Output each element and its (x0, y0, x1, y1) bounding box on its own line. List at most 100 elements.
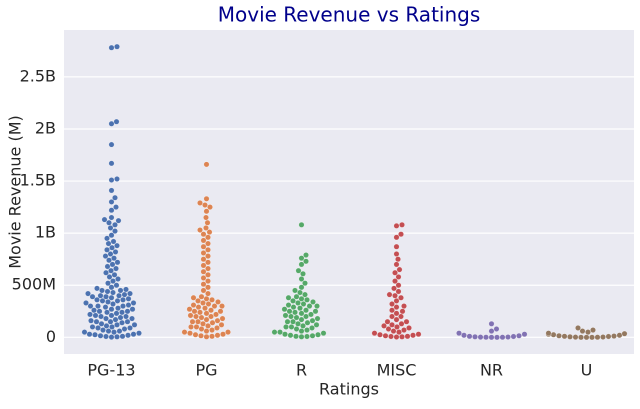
data-point (213, 311, 219, 318)
data-point (396, 266, 403, 273)
data-point (200, 237, 207, 244)
data-point (96, 308, 103, 315)
data-point (103, 293, 109, 300)
data-point (129, 306, 136, 313)
data-point (101, 216, 108, 223)
data-point (399, 221, 405, 228)
data-point (208, 307, 214, 314)
data-point (395, 282, 402, 289)
data-point (381, 323, 387, 329)
data-point (298, 316, 305, 323)
data-point (204, 219, 211, 226)
data-point (214, 317, 221, 324)
x-tick-label: U (581, 361, 593, 380)
data-point (282, 312, 289, 319)
data-point (110, 278, 116, 284)
data-point (298, 295, 305, 302)
data-point (312, 308, 319, 315)
data-point (203, 316, 210, 323)
data-point (284, 318, 291, 325)
data-point (556, 332, 562, 339)
data-point (208, 313, 214, 320)
data-point (401, 303, 407, 309)
data-point (205, 265, 211, 272)
data-point (125, 295, 132, 302)
data-point (298, 284, 305, 291)
data-point (579, 328, 586, 334)
data-point (398, 313, 404, 320)
data-point (398, 231, 404, 238)
data-point (116, 328, 123, 334)
data-point (116, 292, 122, 299)
data-point (589, 334, 595, 341)
data-point (100, 327, 106, 333)
data-point (108, 177, 115, 183)
data-point (119, 309, 125, 316)
data-point (119, 319, 125, 326)
data-point (181, 329, 188, 335)
data-point (205, 253, 211, 259)
data-point (308, 311, 314, 318)
data-point (93, 318, 100, 325)
data-point (85, 290, 91, 297)
data-point (390, 328, 397, 334)
data-point (108, 312, 115, 319)
data-point (108, 141, 115, 148)
data-point (493, 326, 500, 332)
data-point (205, 240, 211, 247)
data-point (488, 334, 495, 341)
data-point (545, 330, 552, 337)
data-point (198, 293, 205, 300)
data-point (399, 308, 406, 315)
data-point (406, 325, 412, 331)
data-point (386, 291, 393, 298)
data-point (107, 251, 114, 257)
data-point (123, 286, 129, 293)
data-point (285, 302, 292, 308)
data-point (561, 333, 568, 340)
data-point (298, 221, 305, 228)
data-point (127, 325, 133, 331)
data-point (300, 270, 306, 277)
data-point (127, 290, 133, 297)
data-point (130, 331, 137, 338)
data-point (108, 294, 115, 301)
data-point (112, 221, 118, 228)
data-point (303, 307, 309, 314)
data-point (102, 304, 109, 310)
data-point (271, 329, 278, 335)
data-point (209, 327, 215, 333)
data-point (304, 296, 310, 303)
data-point (190, 294, 197, 301)
x-tick-label: MISC (377, 361, 417, 380)
data-point (398, 320, 405, 327)
data-point (115, 217, 122, 224)
data-point (103, 315, 109, 322)
data-point (292, 287, 298, 294)
data-point (114, 298, 121, 304)
data-point (393, 310, 400, 317)
data-point (115, 276, 121, 282)
data-point (290, 298, 296, 304)
data-point (113, 265, 119, 272)
data-point (95, 303, 101, 309)
data-point (371, 330, 378, 337)
data-point (187, 330, 193, 337)
data-point (104, 263, 111, 270)
data-point (298, 255, 305, 262)
data-point (106, 274, 113, 280)
data-point (293, 326, 300, 332)
data-point (283, 324, 289, 330)
data-point (200, 262, 207, 269)
data-point (200, 281, 207, 288)
data-point (205, 234, 211, 241)
data-point (550, 331, 557, 338)
data-point (200, 275, 207, 281)
data-point (303, 258, 309, 265)
data-point (193, 324, 200, 330)
data-point (320, 330, 327, 337)
x-axis-label: Ratings (319, 380, 379, 399)
data-point (401, 327, 407, 333)
data-point (115, 305, 121, 312)
